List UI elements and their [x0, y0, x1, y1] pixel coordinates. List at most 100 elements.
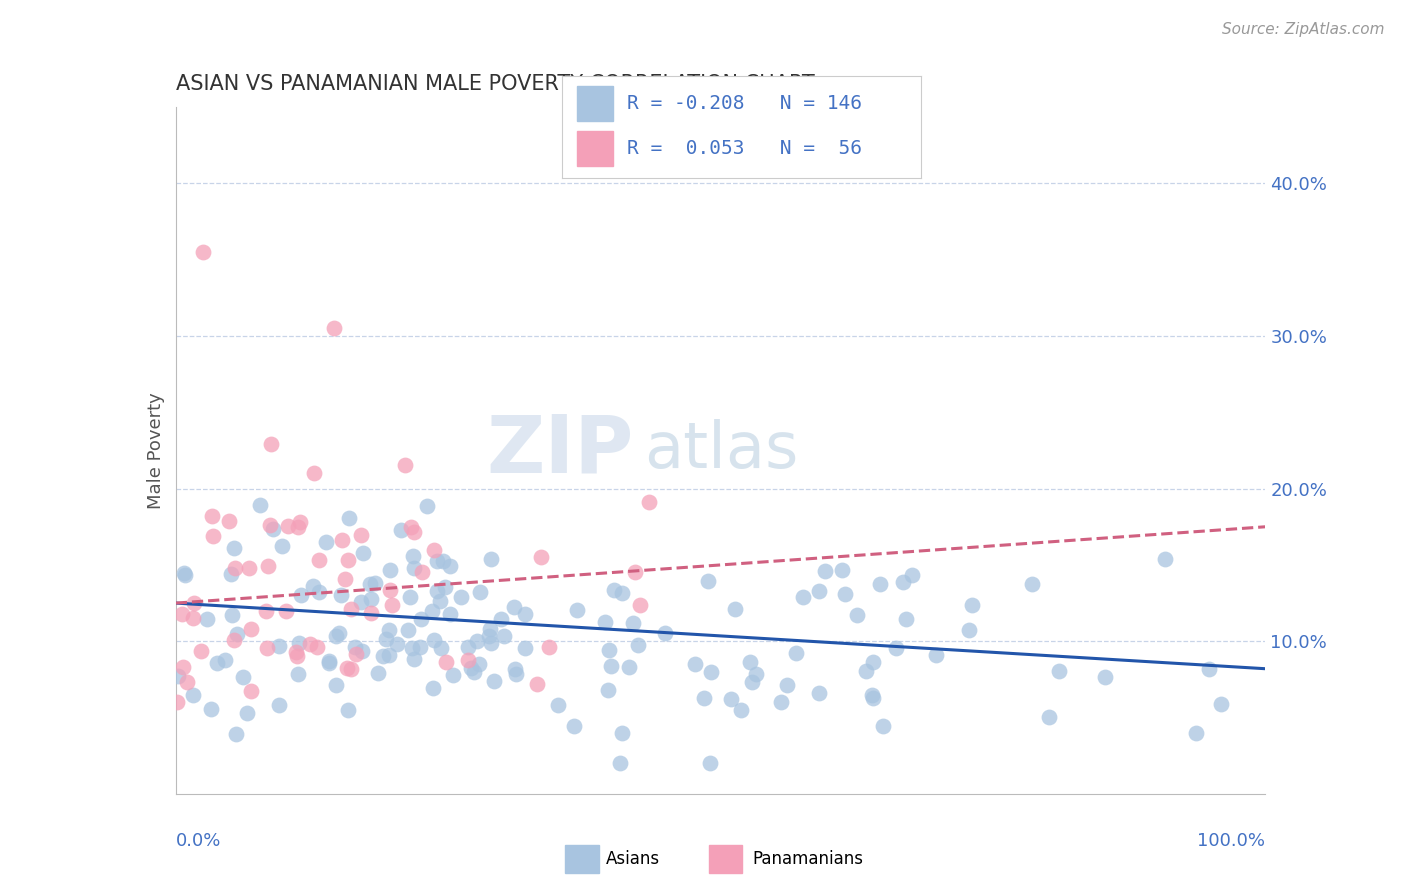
Point: [807, 686, 830, 700]
Point: [359, 577, 381, 591]
Point: [411, 565, 433, 579]
Point: [290, 587, 312, 601]
Point: [339, 511, 361, 525]
Point: [479, 551, 502, 566]
Point: [505, 666, 527, 681]
Point: [389, 523, 412, 537]
Point: [610, 726, 633, 740]
Point: [439, 558, 461, 573]
Point: [422, 681, 444, 695]
Point: [894, 612, 917, 626]
Point: [285, 648, 308, 663]
Point: [181, 688, 204, 702]
Point: [190, 644, 212, 658]
Point: [256, 641, 278, 656]
Point: [593, 615, 616, 629]
Point: [381, 598, 404, 612]
Point: [339, 602, 361, 616]
Point: [301, 579, 323, 593]
Point: [318, 657, 340, 671]
Point: [457, 640, 479, 654]
Point: [367, 666, 389, 681]
Point: [284, 645, 307, 659]
Point: [274, 604, 297, 618]
Point: [776, 678, 799, 692]
Point: [287, 520, 309, 534]
Point: [218, 514, 240, 528]
Point: [603, 583, 626, 598]
Point: [609, 756, 631, 771]
Point: [855, 664, 877, 678]
Point: [468, 657, 491, 671]
Point: [205, 656, 228, 670]
Point: [219, 566, 242, 581]
Point: [513, 607, 536, 621]
Point: [515, 640, 537, 655]
Point: [330, 533, 353, 548]
Point: [617, 660, 640, 674]
Point: [697, 574, 720, 589]
Point: [271, 539, 294, 553]
Point: [693, 691, 716, 706]
Point: [1198, 662, 1220, 676]
Point: [479, 636, 502, 650]
Point: [872, 719, 894, 733]
Point: [343, 640, 366, 654]
Text: atlas: atlas: [644, 419, 799, 482]
Point: [288, 636, 311, 650]
Point: [181, 611, 204, 625]
Point: [254, 604, 277, 618]
Point: [654, 626, 676, 640]
Point: [173, 567, 195, 582]
Point: [745, 666, 768, 681]
Point: [336, 703, 359, 717]
Point: [700, 665, 723, 679]
Point: [785, 646, 807, 660]
Point: [380, 563, 402, 577]
Point: [792, 591, 814, 605]
Point: [360, 606, 382, 620]
Bar: [576, 131, 613, 166]
Point: [200, 702, 222, 716]
Point: [439, 607, 461, 622]
Point: [420, 604, 443, 618]
Point: [1094, 670, 1116, 684]
Point: [328, 626, 350, 640]
Point: [191, 245, 214, 260]
Point: [202, 529, 225, 543]
Point: [394, 458, 416, 472]
Point: [259, 517, 281, 532]
Point: [621, 615, 644, 630]
Point: [924, 648, 946, 662]
Point: [699, 756, 721, 771]
Point: [385, 637, 408, 651]
Point: [249, 498, 271, 512]
Point: [401, 640, 423, 655]
Point: [236, 706, 259, 721]
Point: [489, 612, 512, 626]
Point: [884, 640, 907, 655]
Point: [344, 647, 367, 661]
Point: [441, 668, 464, 682]
Point: [315, 535, 337, 549]
Point: [503, 600, 526, 615]
Point: [860, 688, 883, 702]
Point: [426, 554, 449, 568]
Point: [416, 499, 439, 513]
Point: [364, 576, 387, 591]
Point: [409, 612, 432, 626]
Point: [831, 563, 853, 577]
Point: [380, 582, 402, 597]
Point: [409, 640, 432, 654]
Point: [401, 520, 423, 534]
Point: [269, 698, 291, 712]
Point: [562, 719, 585, 733]
Point: [429, 594, 451, 608]
Point: [302, 467, 325, 481]
Point: [598, 643, 620, 657]
Point: [901, 568, 924, 582]
Point: [339, 662, 361, 676]
Point: [862, 656, 884, 670]
Point: [547, 698, 569, 713]
Point: [598, 682, 620, 697]
